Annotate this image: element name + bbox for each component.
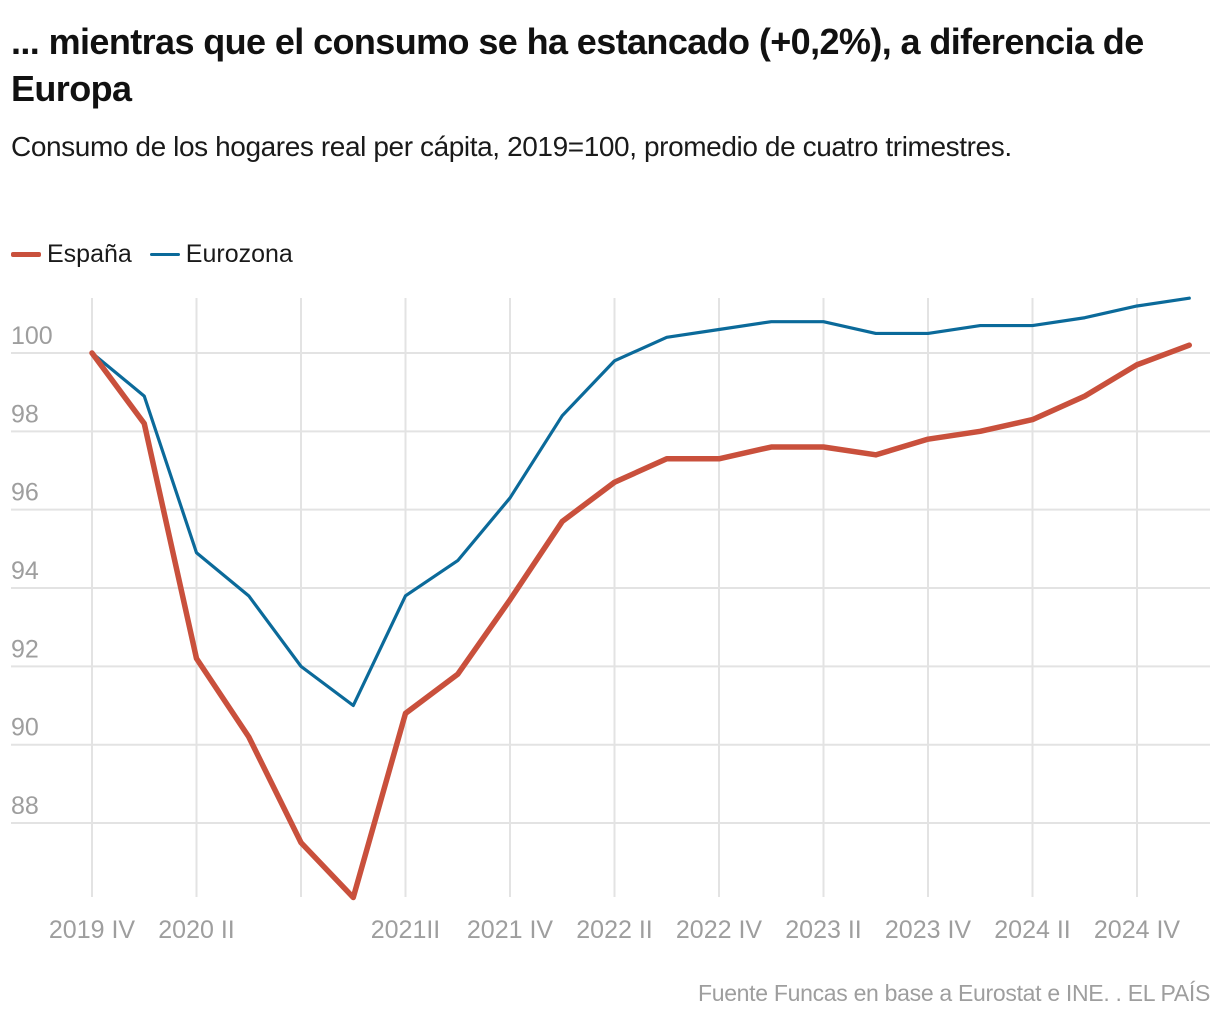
chart-subtitle: Consumo de los hogares real per cápita, … (11, 131, 1012, 162)
series-lines (89, 296, 1192, 901)
legend-swatch-eurozona (149, 253, 180, 256)
x-tick-label: 2022 II (576, 916, 652, 944)
x-tick-label: 2023 IV (885, 916, 972, 944)
legend-swatch-espana (11, 252, 41, 257)
legend-item-espana: España (11, 240, 132, 269)
legend-label-eurozona: Eurozona (185, 240, 293, 268)
legend: España Eurozona (11, 240, 311, 269)
legend-label-espana: España (47, 240, 132, 268)
source-note: Fuente Funcas en base a Eurostat e INE. … (697, 980, 1210, 1006)
y-gridlines (11, 352, 1210, 825)
x-tick-label: 2019 IV (49, 916, 136, 944)
y-tick-label: 100 (11, 322, 53, 350)
series-line-eurozona (90, 296, 1191, 708)
y-tick-label: 98 (11, 400, 39, 428)
y-axis-labels: 88 90 92 94 96 98 100 (11, 322, 53, 820)
y-tick-label: 90 (11, 714, 39, 742)
y-tick-label: 92 (11, 635, 39, 663)
x-tick-label: 2021II (371, 916, 441, 944)
y-tick-label: 94 (11, 557, 39, 585)
legend-item-eurozona: Eurozona (149, 240, 293, 269)
x-tick-label: 2024 IV (1094, 916, 1181, 944)
chart-title: ... mientras que el consumo se ha estanc… (11, 21, 1144, 109)
y-tick-label: 88 (11, 792, 39, 820)
x-tick-label: 2022 IV (676, 916, 763, 944)
x-tick-label: 2021 IV (467, 916, 554, 944)
x-tick-label: 2023 II (785, 916, 861, 944)
x-tick-label: 2020 II (158, 916, 234, 944)
y-tick-label: 96 (11, 479, 39, 507)
series-line-espana (89, 342, 1192, 901)
x-tick-label: 2024 II (994, 916, 1070, 944)
x-axis-labels: 2019 IV 2020 II 2021II 2021 IV 2022 II 2022 I… (49, 916, 1181, 944)
